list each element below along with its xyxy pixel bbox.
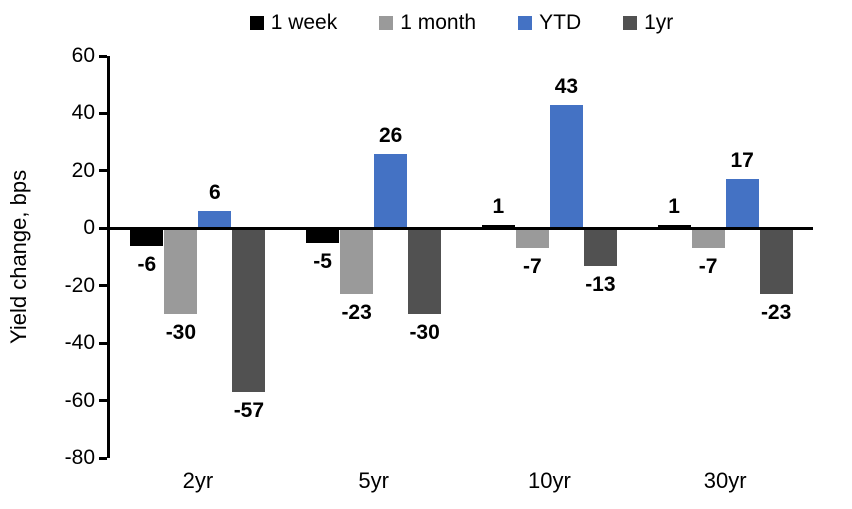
bar-value-label: 17 bbox=[730, 149, 754, 173]
bar-1-week-5yr bbox=[306, 228, 340, 243]
legend-item: 1yr bbox=[623, 11, 673, 35]
y-tick-mark bbox=[99, 284, 107, 288]
y-tick-label: -60 bbox=[64, 388, 95, 412]
bar-ytd-10yr bbox=[549, 104, 583, 229]
y-tick-label: 20 bbox=[71, 158, 95, 182]
bar-value-label: -5 bbox=[313, 249, 332, 273]
legend-item: 1 month bbox=[379, 11, 476, 35]
bar-1yr-5yr bbox=[408, 228, 442, 315]
bar-value-label: -23 bbox=[341, 301, 372, 325]
legend-label: 1 week bbox=[270, 11, 338, 34]
x-axis-zero-line bbox=[107, 226, 813, 230]
y-tick-mark bbox=[99, 54, 107, 58]
bar-value-label: -30 bbox=[165, 321, 197, 345]
legend-item: 1 week bbox=[249, 11, 338, 35]
x-axis-category-label: 10yr bbox=[527, 468, 571, 493]
legend-swatch-icon bbox=[518, 16, 533, 30]
bar-1yr-30yr bbox=[759, 228, 793, 295]
y-tick-label: -40 bbox=[64, 331, 95, 355]
y-tick-label: -80 bbox=[64, 446, 95, 469]
bar-value-label: 1 bbox=[668, 195, 680, 219]
y-tick-label: 60 bbox=[71, 44, 95, 67]
x-axis-category-label: 30yr bbox=[703, 468, 747, 493]
bar-1-month-2yr bbox=[164, 228, 198, 315]
bar-value-label: 6 bbox=[209, 181, 221, 205]
legend-swatch-icon bbox=[249, 16, 264, 30]
x-axis-category-label: 5yr bbox=[358, 468, 389, 493]
y-tick-label: 40 bbox=[71, 101, 95, 125]
legend-label: 1yr bbox=[644, 11, 674, 34]
y-tick-mark bbox=[99, 341, 107, 345]
bar-1yr-2yr bbox=[232, 228, 266, 392]
bar-value-label: -30 bbox=[409, 321, 440, 345]
bar-value-label: -7 bbox=[523, 255, 542, 279]
bar-1-week-2yr bbox=[130, 228, 164, 246]
bar-1yr-10yr bbox=[583, 228, 617, 266]
bar-value-label: 1 bbox=[492, 195, 505, 219]
y-axis-line bbox=[107, 56, 110, 458]
bar-1-month-10yr bbox=[515, 228, 549, 249]
bar-ytd-30yr bbox=[725, 179, 759, 229]
legend-item: YTD bbox=[518, 11, 581, 35]
legend-swatch-icon bbox=[623, 16, 638, 30]
y-tick-mark bbox=[99, 226, 107, 230]
bar-value-label: 26 bbox=[378, 123, 403, 147]
bar-ytd-5yr bbox=[374, 153, 408, 229]
legend: 1 week 1 month YTD 1yr bbox=[110, 8, 813, 38]
bar-value-label: 43 bbox=[554, 74, 579, 98]
bar-ytd-2yr bbox=[198, 211, 232, 229]
bar-1-month-5yr bbox=[340, 228, 374, 295]
y-tick-mark bbox=[99, 169, 107, 173]
y-tick-mark bbox=[99, 399, 107, 403]
bar-value-label: -23 bbox=[760, 301, 792, 325]
legend-label: YTD bbox=[539, 11, 582, 34]
legend-swatch-icon bbox=[379, 16, 394, 30]
bar-value-label: -57 bbox=[233, 398, 265, 422]
y-axis-title: Yield change, bps bbox=[6, 169, 31, 345]
bar-1-month-30yr bbox=[691, 228, 725, 249]
legend-label: 1 month bbox=[400, 11, 477, 34]
bar-value-label: -6 bbox=[137, 252, 157, 276]
y-tick-label: 0 bbox=[83, 216, 95, 240]
x-axis-category-label: 2yr bbox=[182, 468, 214, 493]
plot-area: -6 -30 6 -57 -5 -23 26 -30 1 -7 43 -13 1 -7 17 -23 bbox=[107, 56, 813, 458]
bar-value-label: -7 bbox=[698, 255, 718, 279]
bar-value-label: -13 bbox=[585, 272, 616, 296]
y-tick-mark bbox=[99, 456, 107, 460]
y-tick-label: -20 bbox=[64, 273, 95, 297]
y-tick-mark bbox=[99, 111, 107, 115]
